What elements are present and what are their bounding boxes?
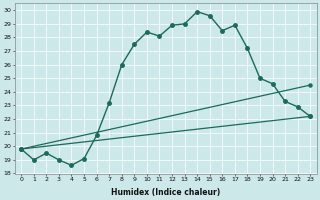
X-axis label: Humidex (Indice chaleur): Humidex (Indice chaleur) [111,188,220,197]
